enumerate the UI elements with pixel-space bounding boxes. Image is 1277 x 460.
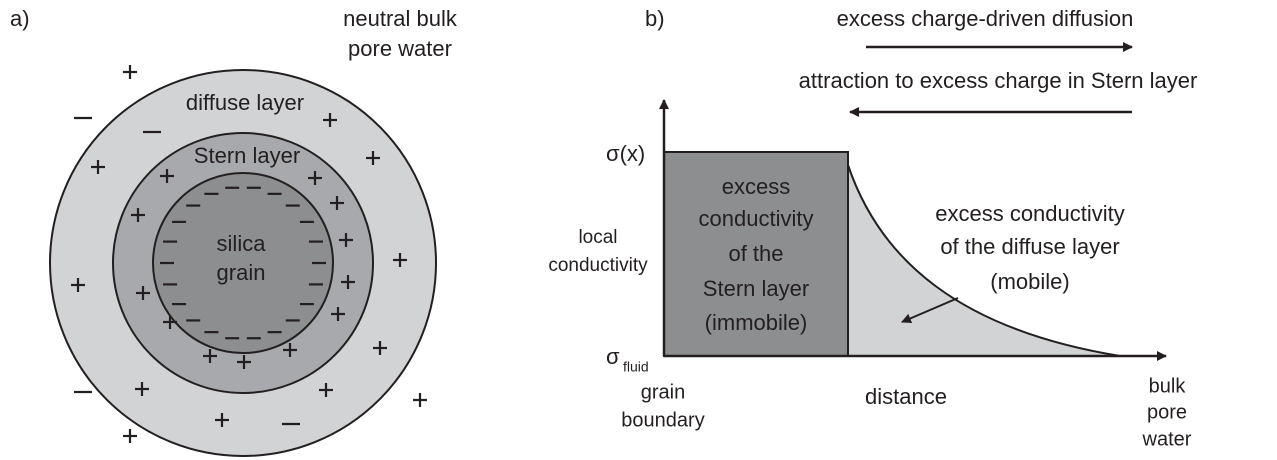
y-top-label: σ(x)	[606, 141, 645, 166]
diffusion-label: excess charge-driven diffusion	[837, 6, 1134, 31]
figure: a) neutral bulk pore water diffuse layer…	[0, 0, 1277, 460]
x-end-label: pore	[1147, 401, 1187, 423]
panel-label: b)	[645, 6, 665, 31]
origin-label: boundary	[621, 409, 704, 431]
stern-region-text: excess	[722, 174, 790, 199]
y-axis-label: local	[578, 227, 617, 248]
stern-region-text: of the	[728, 241, 783, 266]
diffuse-region	[848, 165, 1120, 356]
grain-label: grain	[217, 260, 266, 285]
bulk-label: neutral bulk	[343, 6, 458, 31]
diffuse-region-text: excess conductivity	[935, 201, 1125, 226]
diffuse-region-text: of the diffuse layer	[940, 234, 1119, 259]
panel-label: a)	[10, 6, 30, 31]
x-end-label: water	[1142, 428, 1192, 450]
panel-b: b) excess charge-driven diffusion attrac…	[548, 6, 1197, 450]
x-axis-label: distance	[865, 384, 947, 409]
panel-a: a) neutral bulk pore water diffuse layer…	[10, 6, 458, 456]
grain-label: silica	[217, 231, 267, 256]
y-origin-subscript: fluid	[623, 359, 649, 375]
y-axis-label: conductivity	[548, 255, 648, 276]
stern-region-text: Stern layer	[703, 276, 809, 301]
diffuse-region-text: (mobile)	[990, 269, 1069, 294]
stern-label: Stern layer	[194, 143, 300, 168]
y-origin-symbol: σ	[606, 344, 620, 369]
stern-region-text: (immobile)	[705, 310, 808, 335]
bulk-label: pore water	[348, 36, 452, 61]
attraction-label: attraction to excess charge in Stern lay…	[799, 68, 1198, 93]
origin-label: grain	[641, 381, 685, 403]
x-end-label: bulk	[1149, 375, 1187, 397]
diffuse-label: diffuse layer	[186, 90, 304, 115]
stern-region-text: conductivity	[699, 206, 814, 231]
